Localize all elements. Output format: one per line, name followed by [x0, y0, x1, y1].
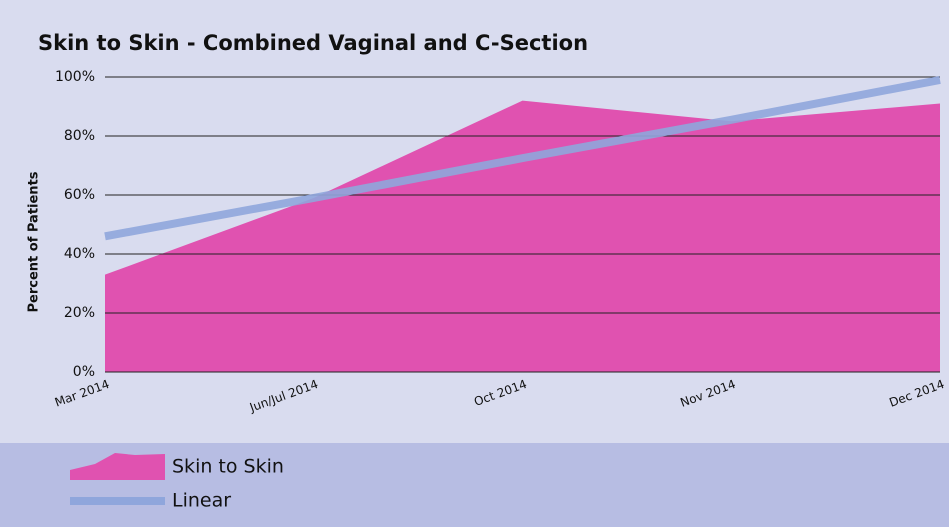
- y-tick-label: 40%: [64, 246, 95, 262]
- trend-line: [104, 76, 941, 241]
- legend-label: Skin to Skin: [172, 456, 284, 478]
- legend-label: Linear: [172, 490, 231, 512]
- y-tick-label: 20%: [64, 305, 95, 321]
- y-tick-label: 0%: [73, 364, 95, 380]
- y-tick-label: 60%: [64, 187, 95, 203]
- chart-title: Skin to Skin - Combined Vaginal and C-Se…: [38, 31, 588, 55]
- legend-swatch: [70, 453, 165, 480]
- y-tick-label: 80%: [64, 128, 95, 144]
- y-tick-label: 100%: [55, 69, 95, 85]
- y-axis-label: Percent of Patients: [27, 171, 42, 312]
- area: [105, 100, 940, 372]
